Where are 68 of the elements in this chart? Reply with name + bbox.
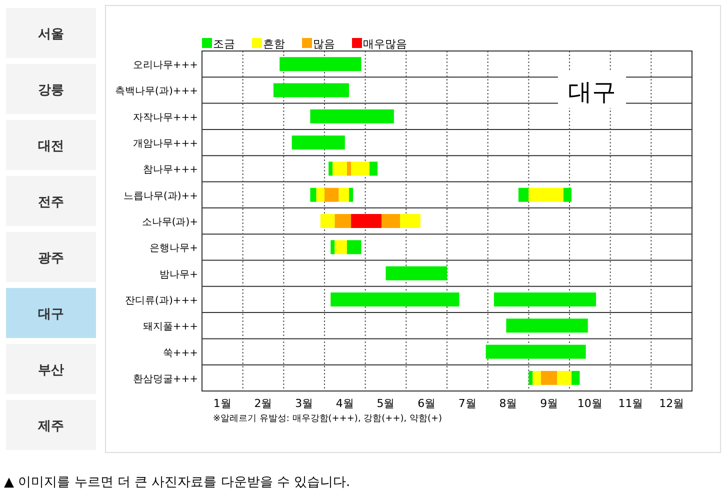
bar (328, 162, 333, 176)
bar (528, 370, 533, 385)
y-tick-label: 참나무+++ (142, 164, 198, 176)
x-tick-label: 5월 (376, 397, 395, 410)
bar (506, 318, 588, 333)
y-tick-label: 소나무(과)+ (142, 217, 198, 228)
y-tick-label: 쑥+++ (162, 348, 198, 359)
bar (557, 370, 572, 385)
text: ▲ 이미지를 누르면 더 큰 사진자료를 다운받을 수 있습니다. (4, 475, 350, 490)
y-tick-label: 은행나무+ (150, 243, 198, 254)
bar (292, 136, 345, 150)
x-tick-label: 4월 (336, 397, 354, 410)
bar (330, 240, 335, 254)
city-tabs: 서울 강릉 대전 전주 광주 대구 부산 제주 (6, 8, 96, 450)
legend-label: 매우많음 (363, 38, 407, 50)
text: ※알레르기 유발성: 매우강함(+++), 강함(++), 약함(+) (213, 414, 442, 424)
x-tick-label: 2월 (254, 397, 272, 410)
y-tick-label: 돼지풀+++ (142, 322, 198, 333)
x-tick-label: 7월 (458, 397, 476, 410)
bar (382, 214, 400, 228)
bar (334, 214, 352, 228)
bar (400, 214, 420, 228)
y-tick-label: 개암나무+++ (132, 138, 198, 150)
bar (324, 188, 339, 202)
bar (273, 83, 349, 98)
bar (351, 214, 382, 228)
x-tick-label: 12월 (659, 397, 684, 410)
x-tick-label: 10월 (577, 397, 602, 410)
bar (338, 188, 349, 202)
y-tick-label: 측백나무(과)+++ (115, 86, 198, 98)
x-tick-label: 9월 (540, 397, 558, 410)
y-tick-label: 느릅나무(과)++ (123, 190, 198, 202)
bar (320, 214, 335, 228)
bar (369, 162, 378, 176)
bar (346, 162, 352, 176)
bar (332, 162, 347, 176)
bar (280, 57, 362, 72)
bar (532, 370, 541, 385)
legend-label: 조금 (213, 38, 235, 50)
x-tick-label: 3월 (295, 397, 314, 410)
bar (330, 292, 460, 306)
x-tick-label: 11월 (618, 397, 644, 410)
bar (351, 162, 370, 176)
bar (486, 344, 586, 359)
bar (494, 292, 596, 306)
bar (346, 240, 362, 254)
bar (334, 240, 347, 254)
x-tick-label: 1월 (213, 397, 232, 410)
bar (310, 188, 316, 202)
legend-label: 많음 (313, 38, 335, 50)
text: 대구 (568, 78, 616, 106)
y-tick-label: 잔디류(과)+++ (125, 295, 198, 306)
bar (572, 370, 580, 385)
bar (310, 109, 394, 124)
x-tick-label: 6월 (418, 397, 436, 410)
bar (349, 188, 354, 202)
bar (316, 188, 324, 202)
legend-label: 흔함 (263, 38, 285, 50)
y-tick-label: 밤나무+ (160, 269, 198, 280)
bar (528, 188, 564, 202)
bar (518, 188, 529, 202)
bar (563, 188, 572, 202)
bar (386, 266, 447, 280)
y-tick-label: 오리나무+++ (132, 60, 198, 72)
y-tick-label: 자작나무+++ (132, 112, 198, 124)
y-tick-label: 환삼덩굴+++ (132, 374, 198, 385)
bar (540, 370, 558, 385)
x-tick-label: 8월 (499, 397, 518, 410)
